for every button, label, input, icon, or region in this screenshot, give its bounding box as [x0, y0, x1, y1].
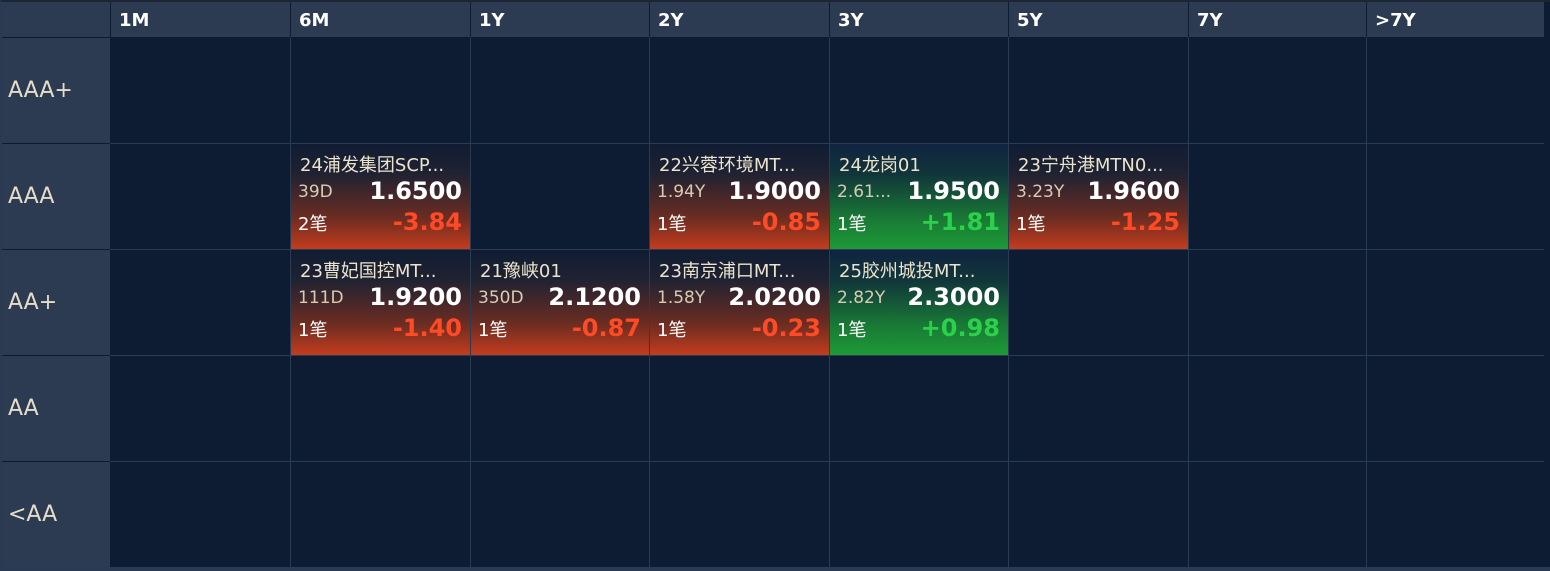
bond-term: 3.23Y — [1016, 182, 1065, 202]
bond-name: 23南京浦口MT... — [659, 261, 796, 282]
bond-term: 111D — [298, 288, 344, 308]
trade-count: 1笔 — [837, 214, 867, 235]
bond-term: 2.82Y — [837, 288, 886, 308]
row-header-aaa-plus[interactable]: AAA+ — [2, 37, 110, 143]
column-header-1y[interactable]: 1Y — [470, 2, 649, 37]
trade-count: 1笔 — [1016, 214, 1046, 235]
bond-name: 22兴蓉环境MT... — [659, 155, 796, 176]
row-header-aa-plus[interactable]: AA+ — [2, 249, 110, 355]
trade-count: 1笔 — [478, 320, 508, 341]
column-header-3y[interactable]: 3Y — [829, 2, 1008, 37]
row-header-aaa[interactable]: AAA — [2, 143, 110, 249]
bond-tile[interactable]: 24龙岗01 2.61... 1.9500 1笔 +1.81 — [830, 144, 1008, 249]
rate-change: -3.84 — [392, 208, 462, 236]
grid-corner — [2, 2, 110, 37]
bond-tile[interactable]: 23宁舟港MTN0... 3.23Y 1.9600 1笔 -1.25 — [1009, 144, 1188, 249]
bond-term: 39D — [298, 182, 333, 202]
column-divider — [1188, 37, 1189, 567]
bond-name: 24浦发集团SCP... — [300, 155, 445, 176]
bond-name: 23曹妃国控MT... — [300, 261, 437, 282]
rate-change: -1.25 — [1110, 208, 1180, 236]
bond-rate: 1.6500 — [369, 177, 462, 205]
row-divider — [110, 355, 1544, 356]
trade-count: 1笔 — [657, 214, 687, 235]
row-header-below-aa[interactable]: <AA — [2, 461, 110, 567]
bond-name: 21豫峡01 — [480, 261, 562, 282]
bond-tile[interactable]: 22兴蓉环境MT... 1.94Y 1.9000 1笔 -0.85 — [650, 144, 829, 249]
row-header-aa[interactable]: AA — [2, 355, 110, 461]
column-divider — [829, 37, 830, 567]
bond-tile[interactable]: 24浦发集团SCP... 39D 1.6500 2笔 -3.84 — [291, 144, 470, 249]
bond-rate: 1.9000 — [728, 177, 821, 205]
bond-name: 24龙岗01 — [839, 155, 921, 176]
grid-right-edge — [1544, 2, 1550, 567]
bond-term: 1.94Y — [657, 182, 706, 202]
bond-tile[interactable]: 23南京浦口MT... 1.58Y 2.0200 1笔 -0.23 — [650, 250, 829, 355]
rate-change: -0.23 — [751, 314, 821, 342]
trade-count: 1笔 — [657, 320, 687, 341]
bond-term: 350D — [478, 288, 524, 308]
bond-rate: 2.1200 — [548, 283, 641, 311]
column-header-2y[interactable]: 2Y — [649, 2, 829, 37]
column-divider — [470, 37, 471, 567]
column-header-6m[interactable]: 6M — [290, 2, 470, 37]
rate-change: -0.87 — [571, 314, 641, 342]
bond-term: 2.61... — [837, 182, 892, 202]
column-divider — [290, 37, 291, 567]
column-header-over-7y[interactable]: >7Y — [1366, 2, 1544, 37]
trade-count: 1笔 — [837, 320, 867, 341]
trade-count: 2笔 — [298, 214, 328, 235]
column-header-5y[interactable]: 5Y — [1008, 2, 1188, 37]
bond-tile[interactable]: 21豫峡01 350D 2.1200 1笔 -0.87 — [471, 250, 649, 355]
row-divider — [110, 461, 1544, 462]
bond-rate: 2.0200 — [728, 283, 821, 311]
row-divider — [110, 249, 1544, 250]
bond-term: 1.58Y — [657, 288, 706, 308]
bond-rate: 1.9500 — [907, 177, 1000, 205]
bond-rate: 1.9200 — [369, 283, 462, 311]
bond-tile[interactable]: 23曹妃国控MT... 111D 1.9200 1笔 -1.40 — [291, 250, 470, 355]
bond-tile[interactable]: 25胶州城投MT... 2.82Y 2.3000 1笔 +0.98 — [830, 250, 1008, 355]
column-header-7y[interactable]: 7Y — [1188, 2, 1366, 37]
rate-change: +0.98 — [920, 314, 1000, 342]
column-divider — [1008, 37, 1009, 567]
bond-rate: 1.9600 — [1087, 177, 1180, 205]
rate-change: -0.85 — [751, 208, 821, 236]
row-divider — [110, 143, 1544, 144]
bond-rate: 2.3000 — [907, 283, 1000, 311]
rate-change: -1.40 — [392, 314, 462, 342]
trade-count: 1笔 — [298, 320, 328, 341]
column-divider — [649, 37, 650, 567]
column-divider — [1366, 37, 1367, 567]
rate-change: +1.81 — [920, 208, 1000, 236]
bond-name: 23宁舟港MTN0... — [1018, 155, 1164, 176]
column-header-1m[interactable]: 1M — [110, 2, 290, 37]
bond-name: 25胶州城投MT... — [839, 261, 976, 282]
